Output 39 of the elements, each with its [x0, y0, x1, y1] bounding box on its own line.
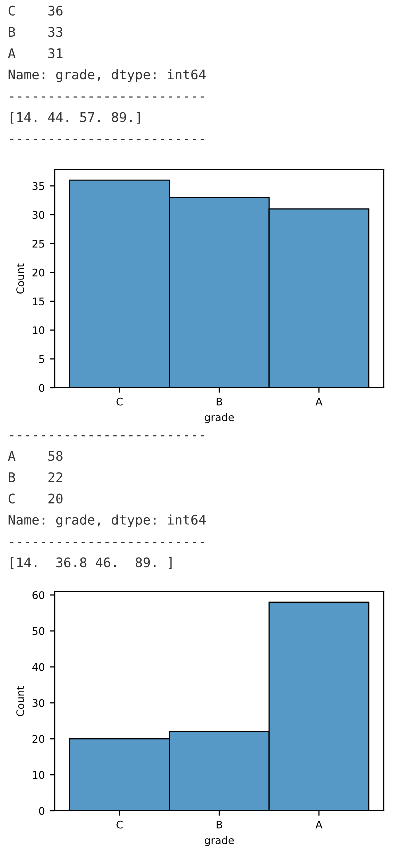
text: [14. 44. 57. 89.]: [10, 112, 140, 124]
text: -------------------------: [10, 436, 204, 437]
y-tick-label: 10: [33, 326, 45, 334]
x-tick-label: A: [316, 398, 323, 406]
y-tick-label: 0: [39, 384, 45, 392]
text: -------------------------: [10, 139, 204, 140]
text: B 33: [9, 27, 63, 38]
x-tick-label: B: [216, 821, 222, 829]
y-tick-label: 40: [32, 663, 45, 672]
text: [14. 36.8 46. 89. ]: [10, 557, 172, 570]
x-tick-label: B: [216, 398, 222, 406]
y-tick-label: 20: [32, 735, 45, 744]
y-axis-title: Count: [16, 686, 24, 716]
text: Name: grade, dtype: int64: [8, 514, 206, 528]
y-tick-label: 50: [32, 627, 45, 636]
text: C 36: [8, 6, 63, 16]
text: B 22: [9, 472, 62, 482]
y-tick-label: 60: [32, 591, 45, 600]
text: -------------------------: [10, 96, 204, 98]
x-tick-label: C: [116, 398, 123, 406]
y-tick-label: 5: [39, 356, 44, 364]
text: Name: grade, dtype: int64: [8, 69, 206, 82]
text: A 31: [8, 48, 63, 58]
x-axis-title: grade: [204, 836, 234, 846]
y-tick-label: 10: [33, 771, 45, 780]
text: A 58: [8, 451, 63, 462]
y-tick-label: 20: [32, 268, 45, 277]
y-tick-label: 35: [32, 182, 44, 190]
y-tick-label: 30: [32, 699, 45, 708]
text: -------------------------: [10, 542, 204, 544]
text: C 20: [8, 494, 63, 504]
y-tick-label: 15: [33, 298, 44, 306]
y-tick-label: 25: [32, 240, 44, 248]
y-tick-label: 0: [39, 807, 45, 816]
x-tick-label: C: [116, 820, 123, 829]
x-tick-label: A: [316, 821, 323, 829]
x-axis-title: grade: [204, 413, 234, 424]
y-axis-title: Count: [16, 264, 24, 294]
y-tick-label: 30: [32, 211, 45, 220]
